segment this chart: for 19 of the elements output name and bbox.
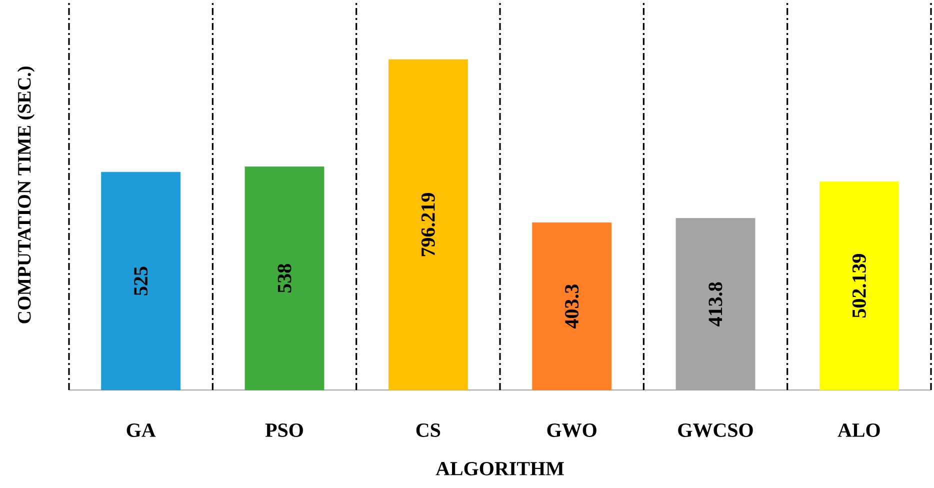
data-label: 413.8: [708, 282, 722, 326]
bar: [101, 172, 181, 390]
data-label: 502.139: [852, 254, 866, 318]
bar: [819, 181, 899, 390]
x-tick-label: GWCSO: [678, 424, 753, 438]
x-tick-label: PSO: [265, 424, 303, 437]
x-axis-title: ALGORITHM: [436, 462, 564, 476]
data-label: 538: [278, 264, 292, 293]
x-tick-label: GA: [126, 424, 156, 437]
x-tick-label: CS: [416, 424, 440, 437]
data-label: 525: [134, 266, 148, 296]
y-axis-title: COMPUTATION TIME (SEC.): [17, 66, 35, 324]
data-label: 796.219: [421, 192, 435, 256]
data-label: 403.3: [565, 284, 579, 329]
x-tick-label: GWO: [547, 424, 596, 438]
bar: [532, 222, 612, 390]
x-tick-label: ALO: [838, 424, 880, 437]
bar: [244, 166, 324, 390]
bar: [388, 59, 468, 390]
